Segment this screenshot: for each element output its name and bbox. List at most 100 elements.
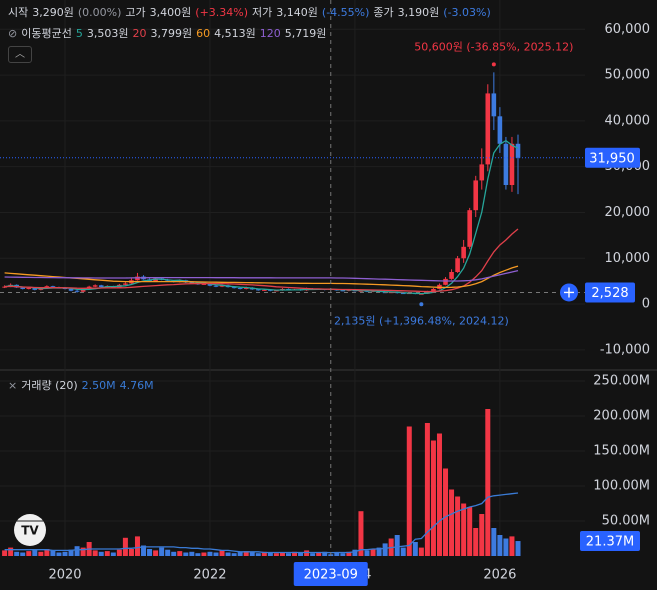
ma-value: 4,513원 (214, 27, 256, 40)
candle-body (491, 93, 497, 117)
candle-body (449, 272, 454, 279)
candle-body (497, 116, 503, 144)
volume-bar (110, 552, 116, 556)
volume-bar (44, 548, 50, 556)
candle-body (207, 283, 213, 286)
volume-bar (285, 553, 291, 556)
x-tick-label: 2020 (48, 568, 81, 583)
volume-bar (346, 551, 352, 556)
svg-text:TV: TV (21, 524, 39, 538)
volume-bar (322, 551, 328, 556)
volume-bar (491, 527, 497, 556)
volume-bar (455, 496, 461, 556)
volume-bar (352, 549, 358, 556)
volume-bar (503, 538, 509, 556)
eye-icon[interactable]: ⊘ (8, 26, 18, 40)
candle-body (262, 289, 267, 291)
volume-bar (400, 547, 406, 556)
legend-change: (-4.55%) (321, 5, 370, 19)
y-tick-label: 60,000 (605, 22, 651, 37)
candle-body (255, 289, 261, 291)
volume-bar (358, 511, 364, 556)
candle-body (340, 290, 346, 292)
volume-bar (376, 547, 382, 556)
candle-body (388, 292, 394, 294)
candle-body (467, 210, 472, 247)
volume-bar (243, 551, 249, 556)
volume-bar (92, 550, 98, 556)
x-tick-label: 2026 (483, 568, 516, 583)
ma-legend-title: 이동평균선 (21, 27, 72, 40)
candle-body (455, 258, 460, 273)
candle-body (485, 93, 491, 165)
last-price-box (585, 147, 640, 168)
volume-bar (189, 551, 195, 556)
volume-bar (449, 489, 455, 556)
volume-bar (165, 549, 171, 556)
candle-body (509, 143, 515, 185)
candle-body (50, 286, 56, 288)
add-alert-button[interactable] (560, 283, 578, 302)
volume-bar (334, 552, 340, 556)
candle-body (32, 288, 38, 290)
volume-tick-label: 150.00M (593, 443, 650, 458)
legend-value: 3,290원 (32, 6, 74, 19)
volume-bar (424, 422, 430, 556)
candle-body (213, 285, 219, 287)
volume-bar (122, 537, 128, 556)
volume-bar (279, 552, 285, 556)
candle-body (123, 283, 128, 285)
volume-bar (141, 545, 147, 556)
legend-label: 고가 (125, 6, 146, 19)
candle-body (461, 246, 466, 259)
volume-bar (479, 513, 485, 556)
volume-bar (370, 548, 376, 556)
volume-bar (2, 550, 8, 556)
volume-bar (201, 552, 207, 556)
candle-body (153, 278, 158, 282)
volume-bar (98, 551, 104, 556)
volume-ma-line (4, 492, 519, 554)
ma-line (4, 228, 519, 293)
ma-legend: ⊘ 이동평균선 5 3,503원 20 3,799원 60 4,513원 120 5,719원 (8, 25, 326, 41)
ma-line (4, 269, 519, 282)
last-volume-box (580, 531, 640, 552)
volume-bar (104, 551, 110, 556)
volume-bar (394, 534, 400, 556)
volume-bar (467, 506, 473, 556)
candle-body (62, 288, 68, 290)
plus-icon (564, 287, 574, 298)
ma-line (4, 265, 519, 289)
volume-value: 2.50M (81, 378, 116, 392)
volume-bar (159, 547, 165, 556)
volume-bar (430, 440, 436, 556)
volume-bar (183, 552, 189, 556)
ma-value: 3,503원 (86, 27, 129, 40)
ma-value: 3,799원 (150, 27, 193, 40)
volume-bar (68, 549, 74, 556)
collapse-button[interactable]: ︿ (8, 46, 32, 63)
candle-body (26, 288, 32, 290)
candle-body (358, 290, 364, 292)
y-tick-label: 50,000 (605, 68, 651, 83)
close-icon[interactable]: × (8, 378, 18, 392)
volume-bar (249, 552, 255, 556)
y-tick-label: 0 (642, 297, 650, 312)
volume-bar (147, 548, 153, 556)
ma-period: 60 (196, 26, 211, 40)
volume-bar (273, 553, 279, 556)
crosshair-x-box (293, 562, 368, 586)
volume-bar (116, 549, 122, 556)
candle-body (243, 287, 249, 289)
volume-bar (177, 551, 183, 556)
volume-tick-label: 50.00M (602, 513, 650, 528)
y-tick-label: 10,000 (605, 251, 651, 266)
x-tick-label: 2022 (193, 568, 226, 583)
candle-body (419, 293, 424, 295)
candle-body (268, 289, 273, 291)
volume-bar (26, 551, 32, 556)
volume-bar (219, 550, 225, 556)
volume-bar (509, 536, 515, 556)
candle-body (274, 290, 279, 292)
